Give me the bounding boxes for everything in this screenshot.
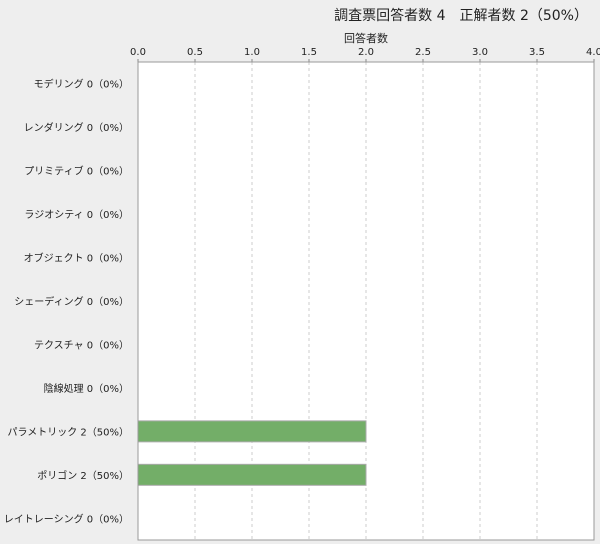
category-label: レイトレーシング 0（0%） (4, 512, 129, 525)
x-tick-label: 2.5 (415, 47, 431, 58)
chart-title: 調査票回答者数 4 正解者数 2（50%） (334, 8, 588, 24)
x-tick-label: 0.5 (187, 47, 203, 58)
category-label: テクスチャ 0（0%） (34, 339, 129, 351)
category-label: モデリング 0（0%） (34, 78, 129, 91)
x-tick-label: 3.0 (472, 47, 488, 58)
category-label: パラメトリック 2（50%） (8, 426, 129, 438)
category-label: ラジオシティ 0（0%） (24, 209, 129, 221)
x-tick-label: 3.5 (529, 47, 545, 58)
bar (137, 463, 367, 486)
x-tick-label: 4.0 (586, 47, 600, 58)
bar (137, 420, 367, 443)
category-label: ポリゴン 2（50%） (37, 469, 129, 482)
category-label: プリミティブ 0（0%） (24, 165, 129, 178)
x-tick-label: 1.5 (301, 47, 317, 58)
plot-border (137, 61, 595, 541)
x-axis-label: 回答者数 (344, 31, 388, 45)
category-label: オブジェクト 0（0%） (24, 252, 129, 265)
category-label: 陰線処理 0（0%） (44, 382, 129, 395)
category-label: シェーディング 0（0%） (14, 295, 129, 308)
x-tick-label: 2.0 (358, 47, 374, 58)
x-tick-label: 1.0 (244, 47, 260, 58)
x-tick-label: 0.0 (130, 47, 146, 58)
category-label: レンダリング 0（0%） (24, 121, 129, 134)
